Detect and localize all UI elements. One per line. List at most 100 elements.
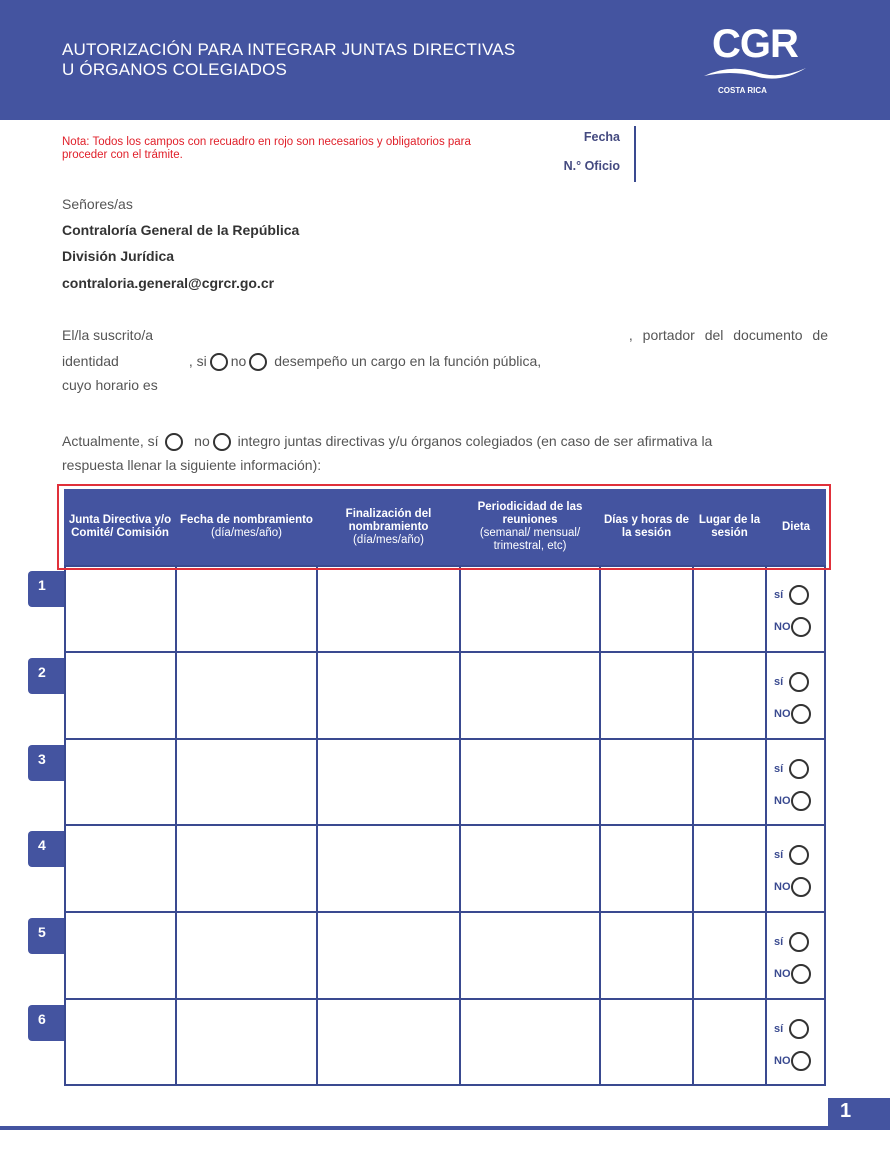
table-cell[interactable] <box>66 654 174 737</box>
column-header: Periodicidad de las reuniones (semanal/ m… <box>460 489 600 565</box>
table-cell[interactable] <box>695 567 764 650</box>
table-cell[interactable] <box>462 827 598 910</box>
table-cell[interactable] <box>178 567 315 650</box>
page-number: 1 <box>828 1098 890 1128</box>
table-cell[interactable] <box>462 567 598 650</box>
integra-si-radio[interactable] <box>165 433 184 452</box>
required-field-outline <box>57 484 831 570</box>
column-header: Finalización del nombramiento (día/mes/añ… <box>317 489 460 565</box>
header-title: Días y horas de la sesión <box>603 514 689 539</box>
logo-subtitle: COSTA RICA <box>718 86 767 95</box>
row-divider <box>64 650 826 653</box>
table-cell[interactable] <box>178 654 315 737</box>
oficio-label: N.° Oficio <box>563 159 620 173</box>
table-cell[interactable] <box>319 914 458 997</box>
table-cell[interactable] <box>602 654 691 737</box>
row-divider <box>64 998 826 1000</box>
row-number: 2 <box>28 657 64 694</box>
table-cell[interactable] <box>695 741 764 824</box>
no-label: NO <box>774 881 791 894</box>
column-header: Lugar de la sesión <box>693 489 766 565</box>
table-cell[interactable] <box>602 827 691 910</box>
table-cell[interactable] <box>462 741 598 824</box>
dieta-no: NO <box>774 1051 814 1071</box>
table-cell[interactable] <box>178 741 315 824</box>
cargo-text: desempeño un cargo en la función pública… <box>274 353 542 369</box>
table-cell[interactable] <box>462 914 598 997</box>
table-cell[interactable] <box>66 1001 174 1084</box>
table-cell[interactable] <box>602 1001 691 1084</box>
table-cell[interactable] <box>695 827 764 910</box>
table-cell[interactable] <box>66 741 174 824</box>
integra-text: integro juntas directivas y/u órganos co… <box>237 433 713 449</box>
dieta-no-radio[interactable] <box>790 877 811 898</box>
table-cell[interactable] <box>66 827 174 910</box>
dieta-si-radio[interactable] <box>789 845 810 866</box>
table-cell[interactable] <box>319 827 458 910</box>
table-cell[interactable] <box>695 1001 764 1084</box>
no-label: NO <box>774 794 791 807</box>
actualmente-label: Actualmente, sí <box>62 433 159 449</box>
table-cell[interactable] <box>178 1001 315 1084</box>
dieta-si: sí <box>774 1019 812 1039</box>
identidad-line: identidad , si no desempeño un cargo en la… <box>62 350 541 372</box>
header-title: Junta Directiva y/o Comité/ Comisión <box>68 514 172 539</box>
row-divider <box>64 737 826 740</box>
row-number: 6 <box>28 1005 64 1041</box>
table-cell[interactable] <box>66 914 174 997</box>
logo-text: CGR <box>712 22 799 66</box>
title-line-2: U ÓRGANOS COLEGIADOS <box>62 60 288 79</box>
column-header: Junta Directiva y/o Comité/ Comisión <box>64 489 176 565</box>
header-banner: AUTORIZACIÓN PARA INTEGRAR JUNTAS DIRECT… <box>0 0 890 120</box>
required-note: Nota: Todos los campos con recuadro en r… <box>62 136 471 161</box>
table-cell[interactable] <box>66 567 174 650</box>
horario-label: cuyo horario es <box>62 377 158 393</box>
table-cell[interactable] <box>178 914 315 997</box>
header-title: Fecha de nombramiento <box>180 514 313 526</box>
dieta-no-radio[interactable] <box>790 1051 811 1071</box>
table-cell[interactable] <box>319 654 458 737</box>
header-title: Lugar de la sesión <box>698 514 761 539</box>
row-number: 4 <box>28 831 64 868</box>
integra-no-radio[interactable] <box>212 433 231 452</box>
dieta-no-radio[interactable] <box>790 703 811 724</box>
dieta-no-radio[interactable] <box>790 790 811 811</box>
cgr-logo: CGR COSTA RICA <box>700 24 810 96</box>
si-label: sí <box>774 1022 784 1035</box>
header-title: Finalización del nombramiento <box>345 507 432 533</box>
table-cell[interactable] <box>462 1001 598 1084</box>
table-cell[interactable] <box>178 827 315 910</box>
document-title: AUTORIZACIÓN PARA INTEGRAR JUNTAS DIRECT… <box>62 40 515 80</box>
dieta-si-radio[interactable] <box>789 758 810 779</box>
table-cell[interactable] <box>462 654 598 737</box>
table-cell[interactable] <box>319 1001 458 1084</box>
column-header: Fecha de nombramiento (día/mes/año) <box>176 489 317 565</box>
dieta-no: NO <box>774 964 814 985</box>
no-label: no <box>194 433 210 449</box>
table-cell[interactable] <box>602 741 691 824</box>
table-cell[interactable] <box>602 567 691 650</box>
si-label: sí <box>774 849 784 862</box>
portador-text: , portador del documento de <box>628 327 828 343</box>
identidad-label: identidad <box>62 353 119 369</box>
actualmente-line: Actualmente, sí no integro juntas direct… <box>62 430 828 452</box>
no-label: NO <box>774 707 791 720</box>
table-cell[interactable] <box>319 567 458 650</box>
header-title: Periodicidad de las reuniones <box>477 501 583 526</box>
dieta-si-radio[interactable] <box>789 585 810 605</box>
cargo-no-radio[interactable] <box>249 353 268 372</box>
table-cell[interactable] <box>319 741 458 824</box>
dieta-si: sí <box>774 932 812 953</box>
dieta-si-radio[interactable] <box>789 671 810 692</box>
dieta-si-radio[interactable] <box>789 1019 810 1039</box>
dieta-no-radio[interactable] <box>790 617 811 637</box>
table-cell[interactable] <box>695 914 764 997</box>
header-title: Dieta <box>781 520 811 533</box>
table-cell[interactable] <box>602 914 691 997</box>
dieta-no-radio[interactable] <box>790 964 811 985</box>
dieta-si-radio[interactable] <box>789 932 810 953</box>
cargo-si-radio[interactable] <box>209 353 228 372</box>
table-cell[interactable] <box>695 654 764 737</box>
dieta-si: sí <box>774 758 812 779</box>
divider <box>634 126 636 182</box>
